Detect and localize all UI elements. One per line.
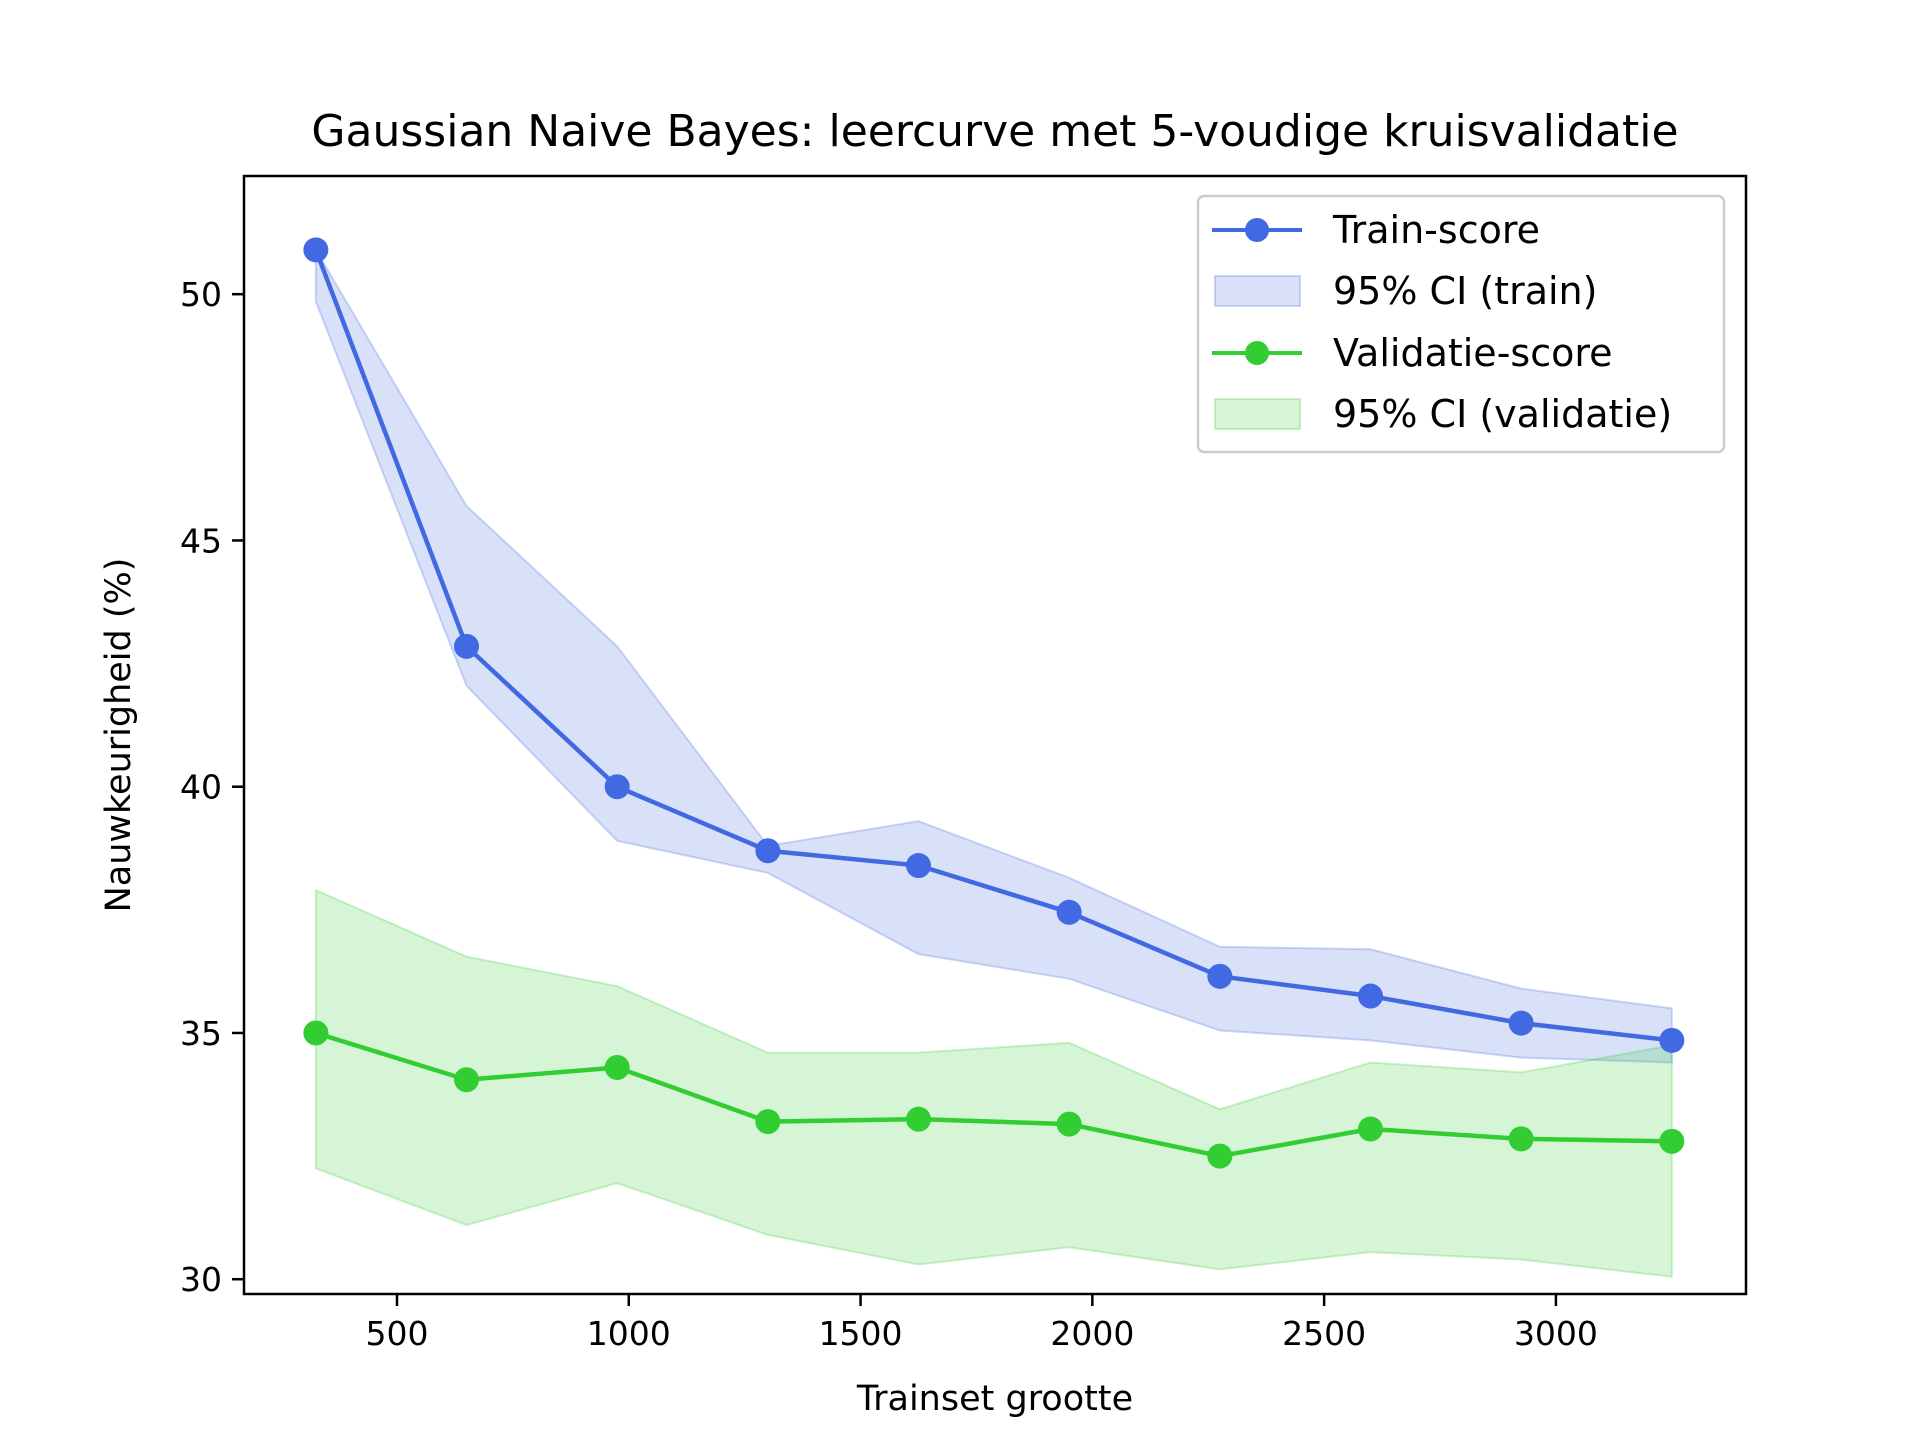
validatie-score-point: [1659, 1128, 1685, 1154]
ci-bands: [314, 246, 1673, 1278]
x-axis-ticks: 500 1000 1500 2000 2500 3000: [365, 1294, 1598, 1353]
y-tick-label: 35: [180, 1014, 222, 1053]
train-score-ci-band: [314, 246, 1673, 1064]
legend-validation-marker: [1245, 341, 1269, 365]
validatie-score-point: [1508, 1126, 1534, 1152]
train-score-point: [906, 853, 932, 879]
train-score-point: [1508, 1010, 1534, 1036]
train-score-point: [454, 633, 480, 659]
series-points: [303, 237, 1685, 1169]
legend-box: [1196, 194, 1726, 454]
y-tick-label: 40: [180, 768, 222, 807]
train-score-point: [1358, 983, 1383, 1009]
y-tick-label: 50: [180, 275, 222, 314]
chart-title: Gaussian Naive Bayes: leercurve met 5-vo…: [311, 106, 1678, 157]
plot-frame: [242, 174, 1748, 1296]
y-axis-ticks: 30 35 40 45 50: [180, 275, 244, 1299]
legend-validation-ci-swatch: [1214, 398, 1301, 430]
y-axis-label: Nauwkeurigheid (%): [99, 558, 139, 913]
x-tick-label: 2000: [1050, 1314, 1134, 1353]
legend: Train-score 95% CI (train) Validatie-sco…: [1196, 194, 1726, 454]
x-tick-label: 500: [365, 1314, 428, 1353]
legend-train-ci-label: 95% CI (train): [1333, 269, 1597, 313]
legend-train-label: Train-score: [1332, 208, 1540, 252]
validatie-score-point: [1207, 1143, 1233, 1169]
validatie-score-point: [1358, 1116, 1383, 1142]
train-score-point: [1659, 1027, 1685, 1053]
legend-train-ci-swatch: [1214, 275, 1301, 307]
y-tick-label: 30: [180, 1260, 222, 1299]
validatie-score-point: [604, 1054, 630, 1080]
train-score-point: [303, 237, 329, 263]
x-tick-label: 3000: [1514, 1314, 1598, 1353]
x-axis-label: Trainset grootte: [856, 1379, 1133, 1419]
y-tick-label: 45: [180, 521, 222, 560]
legend-train-marker: [1245, 218, 1269, 242]
validatie-score-ci-band: [314, 888, 1673, 1278]
train-score-point: [1056, 899, 1082, 925]
validatie-score-point: [906, 1106, 932, 1132]
train-score-line: [313, 249, 1673, 1043]
validatie-score-point: [1056, 1111, 1082, 1137]
validatie-score-point: [303, 1020, 329, 1046]
legend-validation-ci-label: 95% CI (validatie): [1333, 392, 1672, 436]
train-score-point: [755, 838, 781, 864]
x-tick-label: 2500: [1282, 1314, 1366, 1353]
train-score-point: [1207, 963, 1233, 989]
validatie-score-point: [755, 1109, 781, 1135]
train-score-point: [604, 774, 630, 800]
x-tick-label: 1500: [819, 1314, 903, 1353]
validatie-score-point: [454, 1067, 480, 1093]
x-tick-label: 1000: [587, 1314, 671, 1353]
legend-validation-label: Validatie-score: [1333, 331, 1613, 375]
validatie-score-line: [315, 1030, 1672, 1159]
series-lines: [313, 249, 1673, 1159]
